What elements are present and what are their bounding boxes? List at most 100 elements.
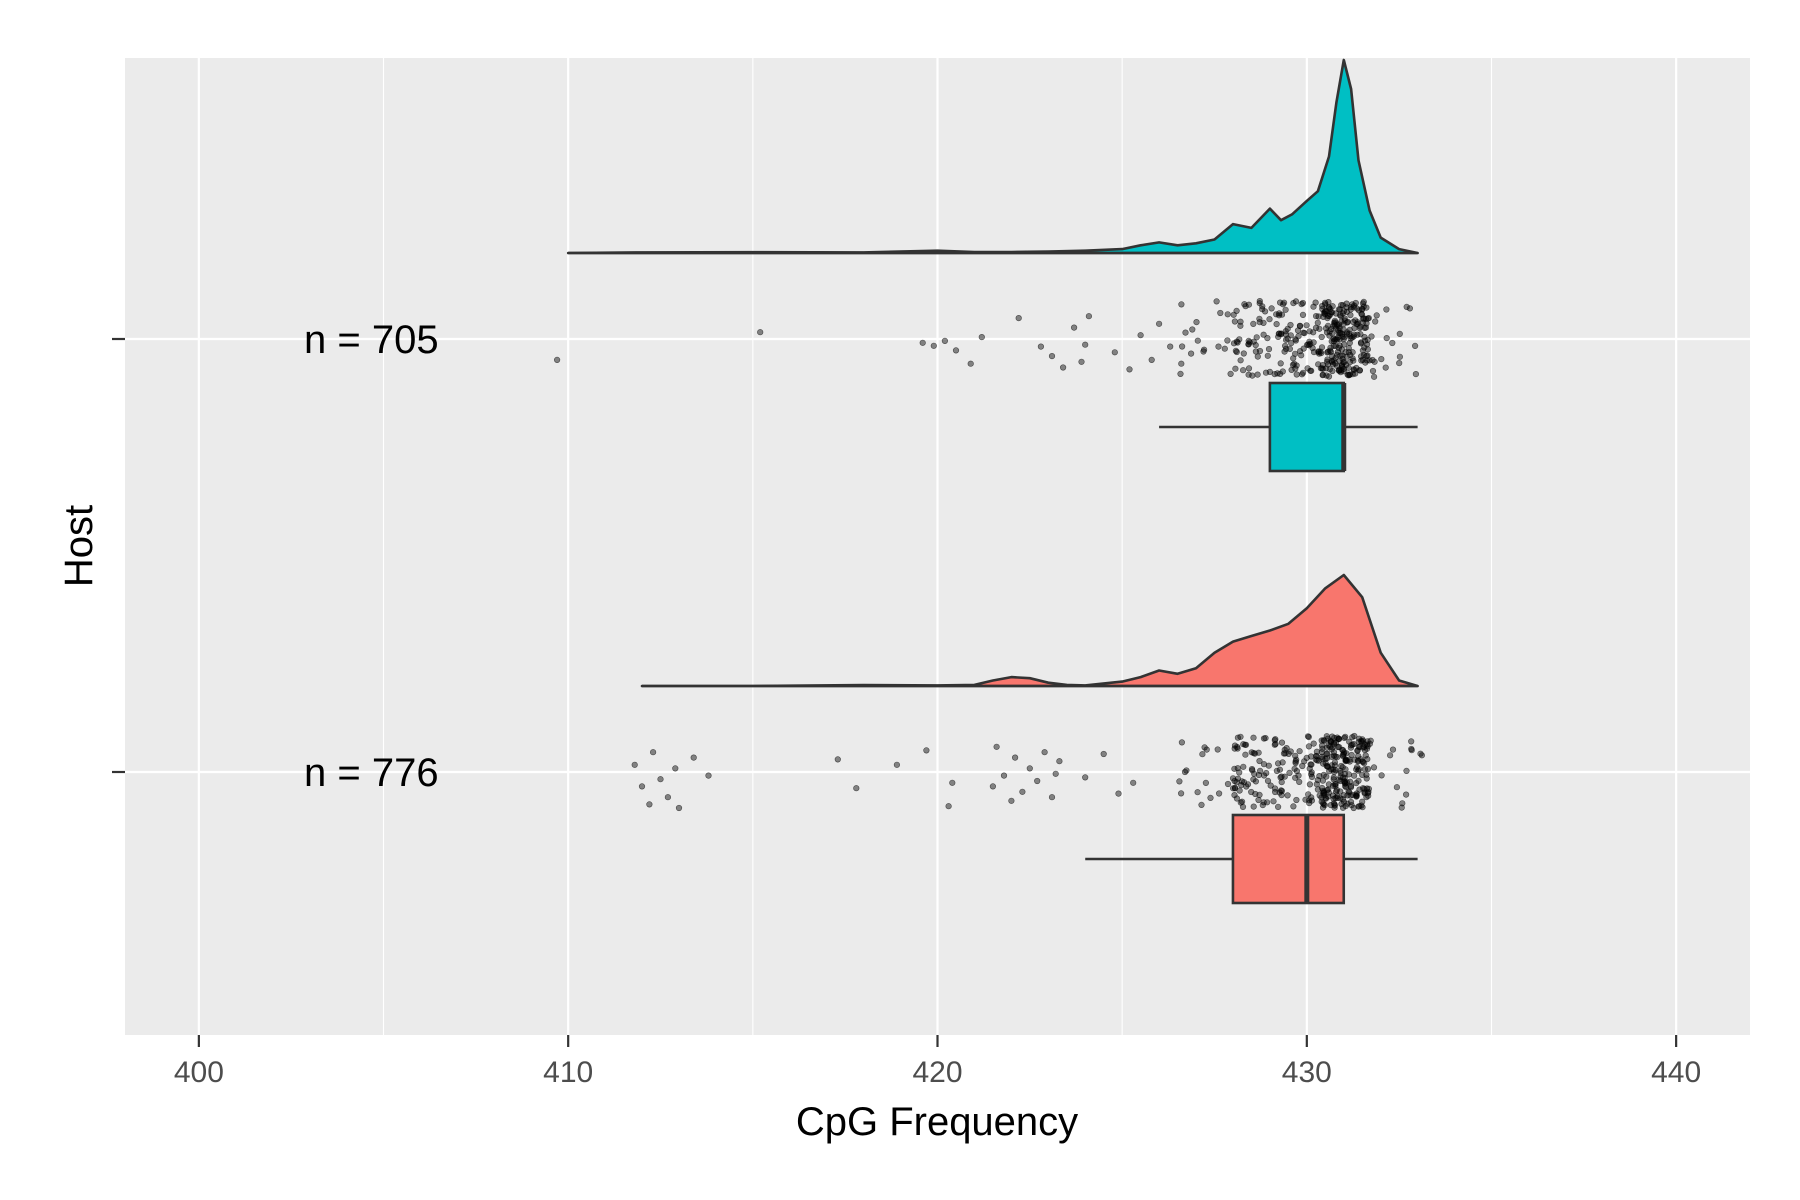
data-point bbox=[1274, 803, 1282, 811]
data-point bbox=[1310, 303, 1317, 310]
data-point bbox=[1176, 778, 1183, 785]
data-point bbox=[1254, 371, 1261, 378]
data-point bbox=[1052, 770, 1059, 777]
data-point bbox=[1310, 740, 1317, 747]
n-label: n = 776 bbox=[304, 751, 439, 795]
data-point bbox=[1362, 752, 1369, 759]
data-point bbox=[1201, 744, 1208, 751]
data-point bbox=[1383, 335, 1390, 342]
data-point bbox=[1315, 313, 1322, 320]
data-point bbox=[1344, 800, 1351, 807]
data-point bbox=[1327, 311, 1334, 318]
data-point bbox=[1239, 803, 1247, 811]
data-point bbox=[649, 749, 657, 756]
data-point bbox=[1199, 751, 1206, 758]
data-point bbox=[1284, 335, 1291, 342]
data-point bbox=[1263, 769, 1270, 777]
data-point bbox=[1287, 332, 1294, 339]
data-point bbox=[1342, 766, 1349, 773]
data-point bbox=[1260, 319, 1267, 327]
data-point bbox=[1308, 367, 1315, 374]
data-point bbox=[1329, 353, 1336, 360]
data-point bbox=[1406, 305, 1413, 312]
data-point bbox=[1041, 749, 1048, 756]
data-point bbox=[834, 756, 841, 763]
data-point bbox=[1353, 779, 1360, 787]
data-point bbox=[1298, 352, 1305, 359]
data-point bbox=[1281, 342, 1289, 350]
data-point bbox=[1019, 788, 1026, 795]
data-point bbox=[1262, 369, 1270, 376]
data-point bbox=[1259, 306, 1266, 313]
data-point bbox=[1343, 304, 1350, 311]
data-point bbox=[1333, 336, 1340, 343]
data-point bbox=[1338, 762, 1345, 770]
jitter-points bbox=[553, 298, 1419, 380]
data-point bbox=[631, 761, 638, 768]
data-point bbox=[1250, 734, 1257, 741]
data-point bbox=[1243, 783, 1250, 790]
data-point bbox=[1251, 770, 1258, 777]
data-point bbox=[1126, 366, 1133, 373]
data-point bbox=[1273, 321, 1280, 328]
data-point bbox=[1346, 789, 1353, 796]
data-point bbox=[1364, 315, 1371, 322]
x-tick-label: 410 bbox=[543, 1056, 593, 1089]
data-point bbox=[923, 747, 930, 754]
data-point bbox=[989, 783, 997, 790]
data-point bbox=[967, 360, 974, 367]
data-point bbox=[1255, 796, 1262, 804]
data-point bbox=[1408, 738, 1415, 745]
data-point bbox=[1187, 350, 1195, 357]
data-point bbox=[1364, 765, 1372, 773]
data-point bbox=[1335, 344, 1342, 352]
jitter-points bbox=[631, 732, 1425, 812]
data-point bbox=[1256, 757, 1263, 765]
data-point bbox=[1386, 752, 1394, 759]
data-point bbox=[1330, 319, 1338, 326]
data-point bbox=[1350, 304, 1357, 311]
data-point bbox=[1319, 760, 1327, 767]
data-point bbox=[1355, 803, 1362, 810]
data-point bbox=[1403, 767, 1410, 775]
data-point bbox=[1359, 347, 1366, 354]
data-point bbox=[1252, 342, 1259, 349]
data-point bbox=[1303, 322, 1310, 329]
data-point bbox=[1372, 318, 1379, 325]
data-point bbox=[1236, 769, 1243, 776]
data-point bbox=[1287, 748, 1294, 755]
data-point bbox=[1130, 779, 1137, 786]
data-point bbox=[1299, 762, 1306, 770]
data-point bbox=[1148, 356, 1155, 364]
data-point bbox=[1000, 772, 1008, 779]
data-point bbox=[1335, 329, 1342, 337]
data-point bbox=[1393, 784, 1400, 791]
data-point bbox=[1339, 352, 1346, 359]
data-point bbox=[1335, 367, 1342, 374]
data-point bbox=[1319, 371, 1326, 378]
data-point bbox=[1332, 310, 1340, 317]
data-point bbox=[1255, 771, 1262, 779]
data-point bbox=[1276, 370, 1284, 378]
data-point bbox=[1008, 797, 1015, 804]
data-point bbox=[1340, 336, 1347, 343]
data-point bbox=[1286, 769, 1293, 777]
data-point bbox=[1322, 795, 1330, 802]
data-point bbox=[1318, 794, 1325, 801]
data-point bbox=[1327, 344, 1334, 351]
data-point bbox=[1331, 762, 1339, 769]
data-point bbox=[1298, 371, 1306, 378]
data-point bbox=[1341, 778, 1348, 786]
data-point bbox=[1342, 756, 1349, 763]
series-group bbox=[553, 58, 1419, 473]
data-point bbox=[1290, 803, 1297, 810]
data-point bbox=[1231, 777, 1238, 785]
data-point bbox=[1321, 310, 1329, 318]
data-point bbox=[1237, 733, 1244, 740]
data-point bbox=[1301, 330, 1308, 337]
data-point bbox=[675, 804, 683, 812]
data-point bbox=[1336, 342, 1343, 349]
data-point bbox=[1318, 742, 1326, 749]
x-tick-label: 420 bbox=[912, 1056, 962, 1089]
data-point bbox=[1234, 339, 1241, 346]
